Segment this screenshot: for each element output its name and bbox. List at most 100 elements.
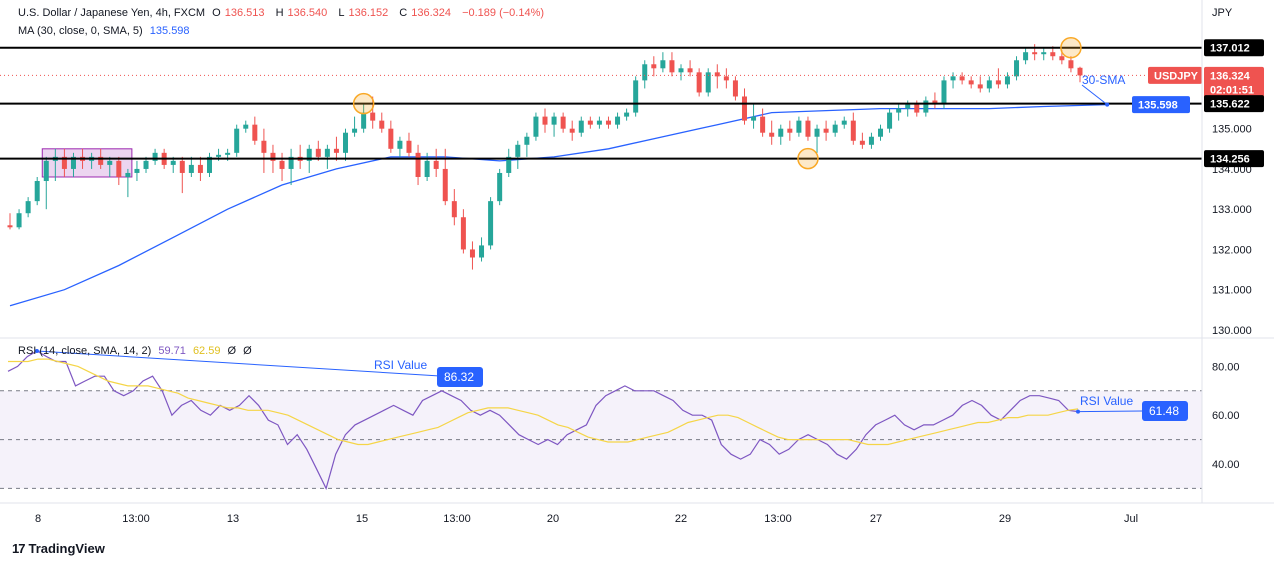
- candle[interactable]: [25, 197, 31, 218]
- candle[interactable]: [878, 124, 884, 141]
- candle[interactable]: [61, 148, 67, 177]
- candle[interactable]: [415, 144, 421, 186]
- candle[interactable]: [533, 112, 539, 141]
- candle[interactable]: [479, 237, 485, 262]
- candle[interactable]: [125, 168, 131, 198]
- candle[interactable]: [451, 189, 457, 226]
- candle[interactable]: [968, 76, 974, 89]
- candle[interactable]: [116, 156, 122, 186]
- candle[interactable]: [678, 64, 684, 81]
- candle[interactable]: [497, 168, 503, 206]
- candle[interactable]: [723, 68, 729, 89]
- candle[interactable]: [397, 136, 403, 157]
- candle[interactable]: [796, 116, 802, 137]
- candle[interactable]: [986, 76, 992, 93]
- candle[interactable]: [923, 96, 929, 117]
- candle[interactable]: [424, 152, 430, 182]
- candle[interactable]: [868, 132, 874, 149]
- price-tag-135-622[interactable]: 135.622: [1204, 95, 1264, 113]
- candle[interactable]: [206, 152, 212, 177]
- rsi-pane[interactable]: [0, 350, 1202, 491]
- candle[interactable]: [243, 120, 249, 133]
- candle[interactable]: [152, 148, 158, 165]
- tradingview-footer[interactable]: 17 TradingView: [12, 541, 105, 556]
- symbol-tag-bg[interactable]: [1148, 66, 1202, 84]
- candle[interactable]: [107, 156, 113, 177]
- candle[interactable]: [488, 197, 494, 250]
- candle[interactable]: [1014, 56, 1020, 81]
- candle[interactable]: [352, 116, 358, 137]
- candle[interactable]: [406, 132, 412, 157]
- candle[interactable]: [587, 116, 593, 129]
- candle[interactable]: [605, 116, 611, 129]
- candle[interactable]: [615, 112, 621, 129]
- candle[interactable]: [732, 76, 738, 101]
- candle[interactable]: [1041, 48, 1047, 61]
- price-tag-137-012[interactable]: 137.012: [1204, 39, 1264, 57]
- candle[interactable]: [1004, 72, 1010, 89]
- candle[interactable]: [769, 120, 775, 145]
- candle[interactable]: [234, 124, 240, 157]
- candle[interactable]: [524, 132, 530, 157]
- candle[interactable]: [859, 132, 865, 149]
- candle[interactable]: [1077, 66, 1083, 83]
- candle[interactable]: [315, 140, 321, 161]
- candle[interactable]: [469, 241, 475, 270]
- candle[interactable]: [633, 76, 639, 117]
- candle[interactable]: [578, 116, 584, 137]
- candle[interactable]: [1068, 56, 1074, 73]
- candle[interactable]: [959, 72, 965, 85]
- candle[interactable]: [542, 108, 548, 133]
- candle[interactable]: [741, 88, 747, 125]
- candle[interactable]: [669, 52, 675, 77]
- candle[interactable]: [433, 148, 439, 177]
- candle[interactable]: [370, 96, 376, 129]
- candle[interactable]: [896, 104, 902, 121]
- candle[interactable]: [560, 112, 566, 133]
- candle[interactable]: [642, 60, 648, 89]
- candle[interactable]: [995, 68, 1001, 89]
- candle[interactable]: [361, 104, 367, 133]
- candle[interactable]: [778, 124, 784, 145]
- candle[interactable]: [805, 116, 811, 141]
- candle[interactable]: [7, 213, 13, 230]
- candle[interactable]: [551, 112, 557, 137]
- ma-price-tag[interactable]: 135.598: [1132, 96, 1190, 114]
- candle[interactable]: [343, 128, 349, 161]
- candle[interactable]: [787, 120, 793, 141]
- candle[interactable]: [814, 124, 820, 153]
- candle[interactable]: [43, 156, 49, 210]
- current-price-tag[interactable]: 136.324 02:01:51: [1204, 66, 1264, 99]
- price-tag-134-256[interactable]: 134.256: [1204, 150, 1264, 168]
- candle[interactable]: [261, 128, 267, 173]
- candle[interactable]: [850, 112, 856, 145]
- candle[interactable]: [977, 76, 983, 93]
- candle[interactable]: [506, 148, 512, 177]
- candle[interactable]: [569, 120, 575, 141]
- candle[interactable]: [16, 209, 22, 230]
- candle[interactable]: [760, 108, 766, 137]
- candle[interactable]: [1032, 44, 1038, 61]
- candle[interactable]: [288, 148, 294, 186]
- price-pane[interactable]: [0, 44, 1202, 307]
- candle[interactable]: [197, 156, 203, 182]
- candle[interactable]: [950, 72, 956, 89]
- candle[interactable]: [460, 209, 466, 254]
- candle[interactable]: [651, 56, 657, 77]
- candle[interactable]: [134, 160, 140, 182]
- candle[interactable]: [333, 136, 339, 161]
- candle[interactable]: [887, 108, 893, 133]
- candle[interactable]: [687, 60, 693, 77]
- price-axis[interactable]: JPY137.000136.000135.000134.000133.00013…: [1132, 7, 1264, 471]
- candle[interactable]: [388, 120, 394, 153]
- candle[interactable]: [70, 152, 76, 177]
- candle[interactable]: [714, 64, 720, 89]
- candle[interactable]: [324, 144, 330, 169]
- candle[interactable]: [515, 140, 521, 169]
- candle[interactable]: [179, 156, 185, 194]
- candle[interactable]: [696, 68, 702, 97]
- candle[interactable]: [279, 152, 285, 182]
- candle[interactable]: [832, 120, 838, 137]
- candle[interactable]: [379, 112, 385, 133]
- candle[interactable]: [188, 156, 194, 177]
